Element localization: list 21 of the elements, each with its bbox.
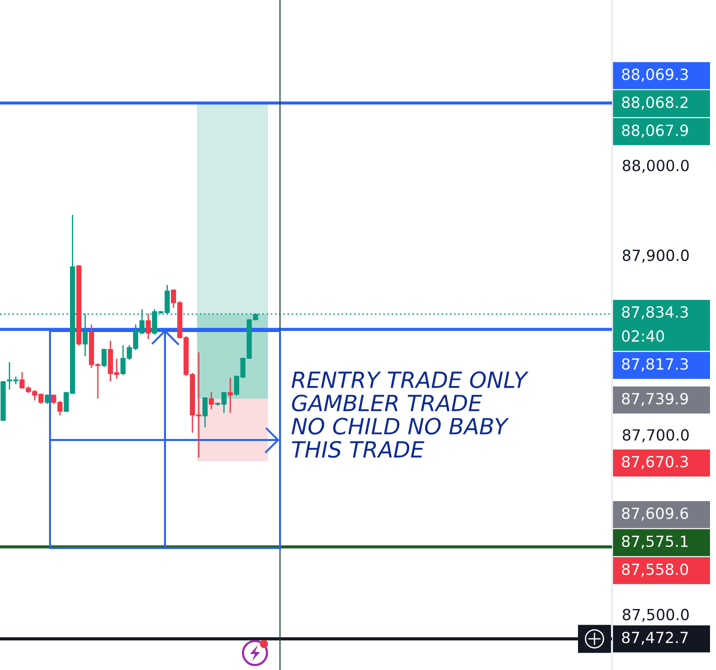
y-tick-label: 87,900.0 (622, 250, 689, 263)
candlestick (202, 397, 208, 428)
candlestick (228, 377, 233, 413)
candlestick (208, 392, 214, 410)
ref-line-label: 87,817.3 (622, 358, 688, 372)
text: 87,558.0 (622, 564, 688, 577)
candlestick (146, 314, 151, 340)
y-tick-label: 87,500.0 (622, 608, 689, 622)
ref-line-label: 87,575.1 (622, 536, 688, 549)
text: 88,067.9 (622, 124, 688, 138)
text: 87,609.6 (622, 508, 688, 521)
ref-line-label: 88,069.3 (622, 68, 688, 82)
y-tick-label: 88,000.0 (622, 160, 689, 173)
candlestick (102, 348, 107, 368)
text: 87,670.3 (622, 456, 688, 469)
y-tick-label: 87,700.0 (622, 429, 689, 442)
ref-line-label: 87,472.7 (622, 632, 688, 645)
text: 88,068.2 (622, 96, 688, 110)
ref-line-label: 87,834.3 02:40 (622, 306, 688, 342)
text: 87,739.9 (622, 392, 688, 406)
annotation: RENTRY TRADE ONLY GAMBLER TRADE NO CHILD NO BABY THIS TRADE (292, 371, 529, 458)
